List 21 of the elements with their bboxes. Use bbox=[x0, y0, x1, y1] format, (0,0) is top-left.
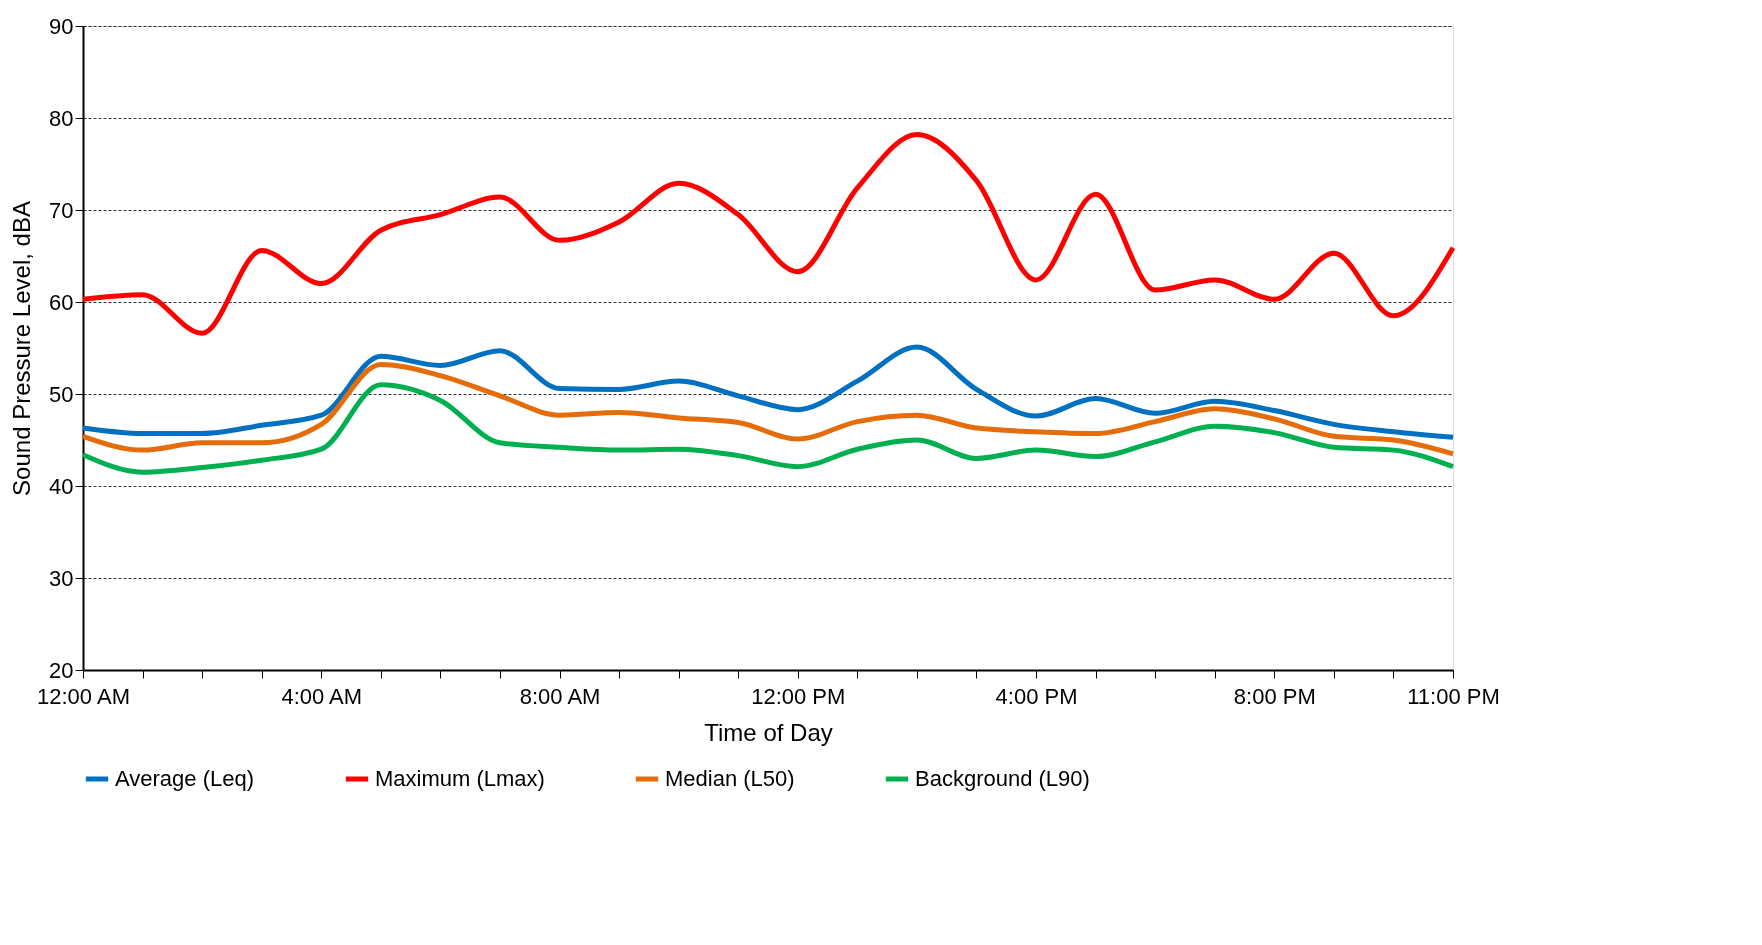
x-tick-label: 8:00 AM bbox=[519, 683, 601, 709]
y-tick-label: 80 bbox=[49, 105, 74, 131]
y-tick-label: 60 bbox=[49, 289, 74, 315]
x-tick-label: 4:00 AM bbox=[281, 683, 363, 709]
y-axis-title: Sound Pressure Level, dBA bbox=[8, 201, 36, 496]
y-tick-label: 90 bbox=[49, 13, 74, 39]
y-tick-label: 30 bbox=[49, 565, 74, 591]
y-tick-label: 20 bbox=[49, 657, 74, 683]
x-tick-label: 12:00 PM bbox=[751, 683, 846, 709]
legend-label: Average (Leq) bbox=[115, 766, 255, 791]
legend-label: Maximum (Lmax) bbox=[375, 766, 545, 791]
y-tick-label: 50 bbox=[49, 381, 74, 407]
y-tick-label: 40 bbox=[49, 473, 74, 499]
y-tick-label: 70 bbox=[49, 197, 74, 223]
x-tick-label: 4:00 PM bbox=[995, 683, 1078, 709]
legend-label: Background (L90) bbox=[915, 766, 1090, 791]
x-tick-label: 12:00 AM bbox=[37, 683, 130, 709]
x-axis-title: Time of Day bbox=[704, 718, 833, 746]
x-tick-label: 8:00 PM bbox=[1233, 683, 1316, 709]
legend-label: Median (L50) bbox=[665, 766, 795, 791]
x-tick-label: 11:00 PM bbox=[1407, 683, 1500, 709]
